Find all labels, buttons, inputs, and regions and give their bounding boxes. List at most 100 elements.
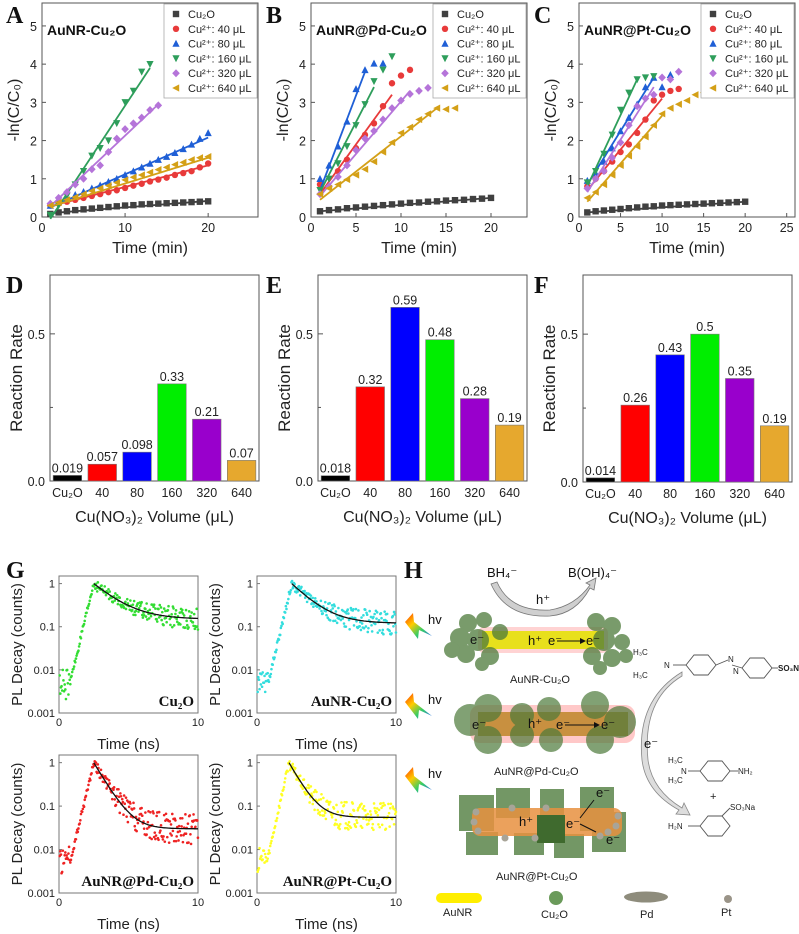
sulfanilate-structure: [688, 807, 731, 837]
pl-point: [131, 603, 135, 606]
data-point: [72, 206, 79, 214]
legend-label: Cu₂O: [541, 909, 568, 921]
pl-point: [280, 624, 283, 628]
data-point: [616, 127, 625, 135]
pl-point: [163, 840, 167, 843]
y-axis-label: PL Decay (counts): [9, 763, 26, 886]
x-tick-label: 640: [764, 487, 785, 501]
pl-point: [84, 614, 87, 618]
y-tick-label: 0.5: [28, 328, 45, 342]
pl-point: [364, 813, 368, 817]
data-point: [163, 200, 170, 207]
pt-legend-icon: [724, 895, 732, 903]
data-point: [137, 113, 146, 122]
data-point: [361, 134, 369, 143]
pl-point: [85, 611, 88, 615]
fit-line: [319, 94, 393, 195]
pl-point: [191, 621, 195, 624]
x-tick-label: 10: [390, 897, 402, 909]
pl-point: [362, 804, 366, 808]
data-point: [130, 182, 137, 189]
pl-point: [298, 774, 302, 778]
pl-point: [145, 833, 148, 836]
pl-point: [259, 683, 263, 686]
x-tick-label: 40: [628, 487, 642, 501]
pl-point: [312, 605, 315, 608]
pl-point: [141, 616, 145, 619]
pl-point: [192, 813, 195, 816]
bar: [760, 425, 790, 483]
electron-label: e⁻: [566, 816, 580, 831]
pl-point: [160, 618, 163, 622]
data-point: [121, 125, 129, 134]
data-point: [334, 142, 342, 150]
pl-point: [113, 599, 117, 602]
x-axis-label: Time (ns): [97, 916, 160, 933]
pl-point: [263, 861, 266, 864]
pl-point: [67, 845, 71, 849]
data-point: [79, 167, 88, 175]
data-point: [352, 204, 360, 211]
pl-point: [377, 823, 380, 826]
data-point: [608, 131, 616, 139]
pl-point: [74, 657, 78, 660]
pl-point: [273, 825, 277, 828]
data-point: [633, 76, 641, 84]
pl-point: [67, 673, 71, 676]
pl-point: [389, 806, 392, 810]
pl-point: [362, 626, 366, 630]
series-80: [316, 59, 387, 191]
data-point: [155, 200, 162, 207]
pl-point: [155, 814, 158, 818]
legend-label: Cu²⁺: 320 μL: [725, 68, 789, 80]
data-point: [406, 123, 414, 131]
pl-point: [82, 622, 86, 626]
pl-point: [272, 830, 276, 834]
data-point: [583, 184, 592, 193]
data-point: [325, 206, 333, 214]
pl-point: [137, 817, 141, 820]
pl-point: [185, 619, 188, 623]
y-tick-label: 0.5: [561, 328, 578, 342]
pl-point: [139, 604, 142, 608]
y-tick-label: 3: [567, 96, 574, 110]
data-point: [121, 202, 129, 209]
pl-point: [325, 613, 328, 617]
data-point: [625, 205, 633, 212]
bar: [725, 378, 755, 483]
x-tick-label: 0: [254, 897, 260, 909]
pl-point: [108, 782, 112, 785]
data-point: [188, 198, 195, 206]
x-tick-label: 160: [161, 486, 182, 500]
pl-point: [359, 628, 363, 632]
pl-point: [118, 596, 122, 600]
pl-point: [194, 825, 197, 829]
pl-point: [284, 604, 288, 608]
pl-point: [63, 854, 66, 857]
pl-point: [369, 615, 373, 619]
pl-point: [263, 852, 267, 856]
pl-point: [178, 829, 182, 833]
pl-point: [332, 619, 335, 623]
y-axis-label: -ln(C/C₀): [543, 79, 560, 142]
pl-point: [172, 607, 175, 610]
y-tick-label: 1: [299, 173, 306, 187]
data-point: [692, 200, 699, 208]
data-point: [406, 66, 414, 74]
pl-point: [113, 798, 117, 801]
pl-point: [394, 812, 397, 816]
pl-point: [363, 608, 367, 612]
data-point: [105, 203, 112, 211]
pl-point: [341, 811, 345, 814]
data-point: [113, 120, 121, 128]
bar: [192, 418, 222, 482]
data-point: [163, 174, 170, 181]
pl-point: [335, 621, 339, 625]
data-point: [316, 174, 324, 182]
pl-point: [152, 605, 155, 609]
data-point: [592, 167, 600, 175]
pl-point: [153, 831, 157, 834]
pl-point: [119, 794, 123, 798]
data-point: [71, 180, 80, 189]
data-point: [171, 171, 179, 179]
